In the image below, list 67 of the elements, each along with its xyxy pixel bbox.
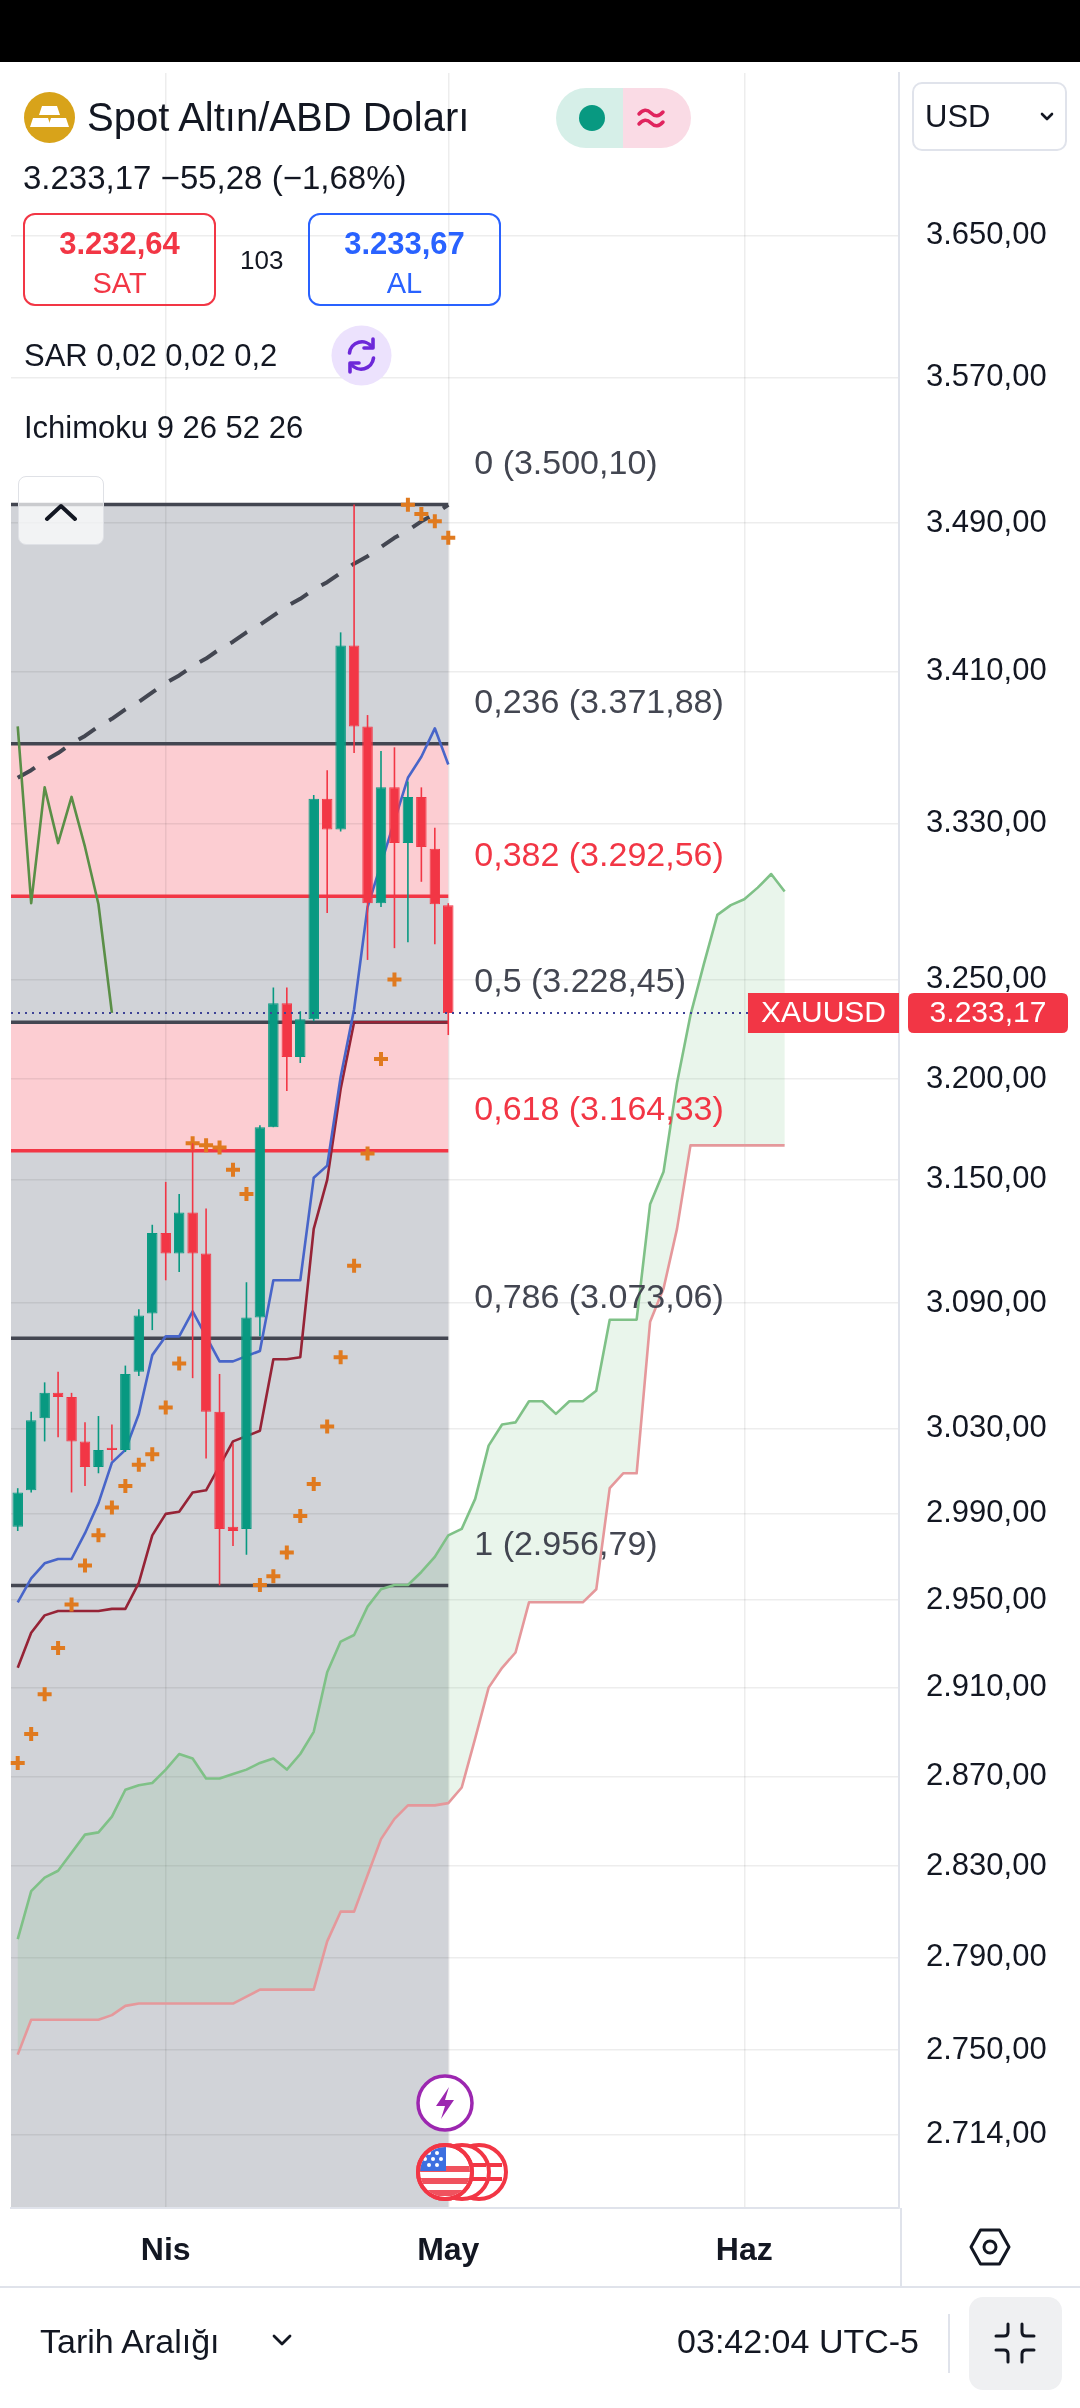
annotation: SAT [92,267,147,299]
point [398,495,417,514]
point [358,1144,377,1163]
annotation: 3.233,67 [344,226,465,261]
point [264,1567,283,1586]
text: 3.233,17 −55,28 (−1,68%) [23,159,407,196]
candlestick [79,1421,91,1487]
point [345,1256,364,1275]
y-tick-label: 3.570,00 [926,358,1047,394]
y-tick-label: 2.790,00 [926,1937,1047,1973]
y-tick-label: 2.950,00 [926,1580,1047,1616]
point [156,1398,175,1417]
y-tick-label: 3.490,00 [926,503,1047,539]
point [62,1595,81,1614]
point [170,1354,189,1373]
point [318,1417,337,1436]
y-tick-label: 2.990,00 [926,1494,1047,1530]
point [197,1136,216,1155]
y-tick-label: 2.830,00 [926,1846,1047,1882]
y-tick-label: 3.150,00 [926,1160,1047,1196]
sell-button: 3.232,64 SAT [23,213,216,306]
annotation: SAR 0,02 0,02 0,2 [24,338,278,373]
point [102,1498,121,1517]
point [291,1507,310,1525]
ref-line-label: 0 (3.500,10) [474,442,658,481]
point [143,1445,162,1464]
x-tick-label: Nis [140,2231,191,2268]
x-tick-label: May [417,2231,480,2268]
currency-dropdown: USD [912,82,1067,151]
point [439,528,458,547]
point [89,1526,108,1545]
point [277,1543,296,1562]
buy-button: 3.233,67 AL [308,213,501,306]
ref-line-label: 0,382 (3.292,56) [474,834,724,873]
y-tick-label: 3.410,00 [926,652,1047,688]
candlestick [39,1381,50,1443]
point [425,512,444,531]
y-tick-label: 3.330,00 [926,804,1047,840]
annotation: 103 [240,245,284,275]
y-tick-label: 3.650,00 [926,216,1047,252]
x-tick-label: Haz [715,2231,773,2268]
ref-line-label: XAUUSD [760,995,886,1029]
ref-line-label: 0,236 (3.371,88) [474,682,724,721]
ref-line-label: 1 (2.956,79) [474,1523,658,1562]
point [224,1160,242,1179]
text: 3.233,17 [929,995,1047,1029]
y-tick-label: 2.750,00 [926,2030,1047,2066]
y-tick-label: 3.090,00 [926,1283,1047,1319]
point [210,1138,229,1157]
ref-line-label: 0,5 (3.228,45) [474,960,686,999]
candlestick [160,1181,171,1282]
point [129,1455,148,1474]
point [76,1556,94,1575]
y-tick-label: 2.910,00 [926,1668,1047,1704]
y-tick-label: 3.200,00 [926,1059,1047,1095]
point [331,1348,350,1367]
y-tick-label: 3.250,00 [926,960,1047,996]
annotation: 3.232,64 [59,226,180,261]
y-tick-label: 2.714,00 [926,2114,1047,2150]
candlestick [93,1415,104,1475]
point [385,970,404,989]
annotation: AL [386,267,423,299]
y-tick-label: 2.870,00 [926,1756,1047,1792]
text: Spot Altın/ABD Doları [87,95,470,139]
annotation: Ichimoku 9 26 52 26 [24,410,304,445]
point [35,1685,54,1704]
y-tick-label: 3.030,00 [926,1409,1047,1445]
